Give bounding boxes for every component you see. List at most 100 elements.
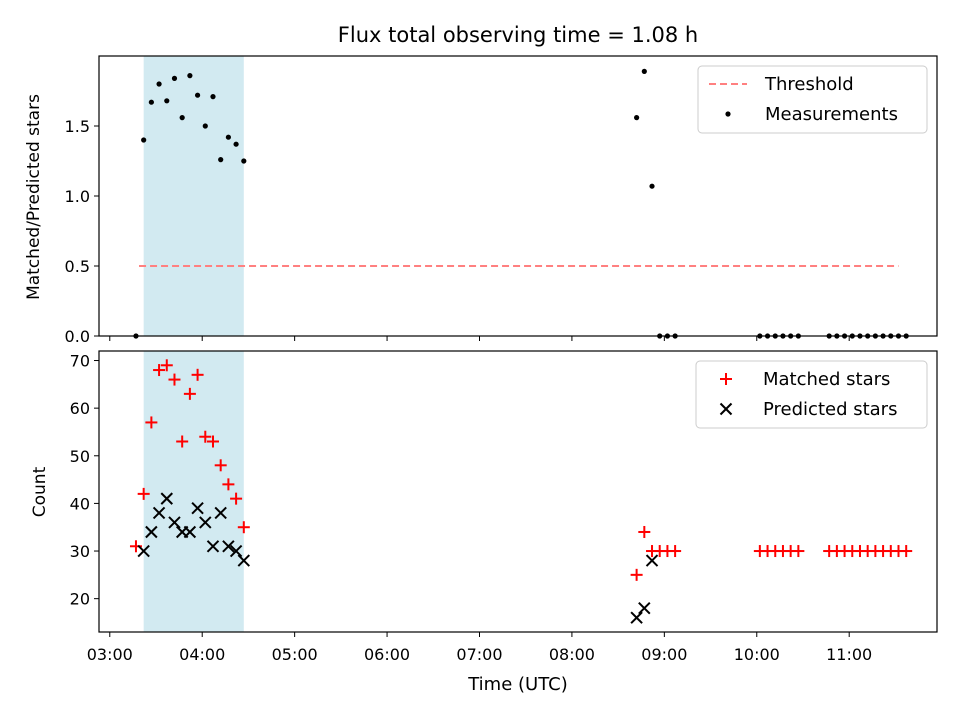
matched-star-point	[214, 459, 227, 472]
y-tick-label: 1.0	[65, 187, 90, 206]
legend-x-marker	[719, 402, 733, 416]
legend-plus-marker	[720, 373, 732, 385]
matched-star-point	[222, 478, 235, 491]
x-tick-label: 10:00	[734, 645, 780, 664]
cross-stroke	[638, 601, 651, 615]
matched-star-point	[638, 525, 651, 538]
legend-matched-label: Matched stars	[763, 369, 890, 390]
cross-stroke	[237, 554, 251, 567]
bottom-plot-frame	[98, 350, 938, 633]
y-tick-label: 0.5	[65, 257, 90, 276]
predicted-star-point	[168, 516, 181, 529]
matched-star-point	[206, 435, 219, 448]
measurement-point	[210, 94, 216, 100]
cross-stroke	[214, 506, 227, 520]
bottom-y-ticks: 20 30 40 50 60 70	[70, 352, 99, 609]
matched-star-point	[191, 368, 204, 381]
legend-threshold-label: Threshold	[764, 74, 854, 95]
measurement-point	[179, 115, 185, 121]
top-y-ticks: 0.0 0.5 1.0 1.5	[65, 117, 99, 346]
predicted-star-point	[229, 544, 243, 558]
cross-stroke	[145, 525, 158, 539]
y-tick-label: 50	[70, 447, 90, 466]
bottom-shaded-interval	[143, 351, 244, 632]
predicted-star-point	[152, 506, 166, 520]
bottom-legend-box	[695, 360, 928, 429]
matched-star-point	[630, 568, 643, 581]
x-axis-label: Time (UTC)	[467, 674, 568, 695]
x-tick-label: 09:00	[641, 645, 687, 664]
cross-stroke	[160, 492, 173, 505]
y-tick-label: 60	[70, 399, 90, 418]
cross-stroke	[183, 525, 197, 539]
y-tick-label: 0.0	[65, 327, 90, 346]
measurement-point	[187, 73, 193, 79]
matched-star-point	[168, 373, 181, 386]
y-tick-label: 20	[70, 590, 90, 609]
legend-predicted-swatch	[719, 402, 733, 416]
matched-star-point	[669, 545, 682, 558]
measurement-point	[194, 92, 201, 98]
matched-star-point	[792, 545, 805, 558]
top-y-axis-label: Matched/Predicted stars	[24, 94, 44, 300]
measurement-point	[141, 137, 147, 143]
y-tick-label: 30	[70, 542, 90, 561]
cross-stroke	[152, 506, 166, 520]
x-tick-label: 08:00	[549, 645, 595, 664]
measurement-point	[233, 141, 239, 147]
cross-stroke	[191, 501, 204, 515]
top-panel: 0.0 0.5 1.0 1.5 Matched/Predicted stars Thr…	[24, 55, 938, 346]
measurement-point	[218, 157, 224, 163]
cross-stroke	[206, 540, 220, 553]
matched-star-point	[230, 492, 243, 505]
matched-star-point	[183, 387, 196, 400]
cross-stroke	[137, 544, 150, 558]
matched-star-point	[160, 359, 173, 372]
cross-stroke	[645, 554, 659, 567]
top-legend-box	[697, 65, 928, 134]
measurement-point	[156, 81, 162, 87]
bottom-y-axis-label: Count	[30, 466, 50, 517]
predicted-star-point	[160, 492, 173, 505]
predicted-star-point	[214, 506, 227, 520]
matched-star-point	[153, 364, 166, 377]
predicted-star-point	[145, 525, 158, 539]
y-tick-label: 70	[70, 352, 90, 371]
matched-star-point	[145, 416, 158, 429]
legend-predicted-label: Predicted stars	[763, 399, 897, 420]
bottom-panel: 20 30 40 50 60 70 03:00 04:00 05:00 06:00 07:00 08…	[30, 350, 938, 695]
cross-stroke	[199, 516, 212, 529]
predicted-star-point	[630, 611, 643, 624]
y-tick-label: 1.5	[65, 117, 90, 136]
x-tick-label: 06:00	[364, 645, 410, 664]
x-tick-label: 07:00	[456, 645, 502, 664]
measurement-point	[649, 183, 655, 189]
matched-star-point	[199, 430, 212, 443]
legend-matched-swatch	[720, 373, 732, 385]
predicted-star-point	[222, 540, 235, 553]
predicted-star-point	[137, 544, 150, 558]
cross-stroke	[719, 402, 733, 416]
measurement-point	[634, 115, 640, 121]
matched-star-point	[176, 435, 189, 448]
measurement-point	[225, 134, 231, 140]
x-tick-label: 03:00	[87, 645, 133, 664]
bottom-legend: Matched stars Predicted stars	[695, 360, 928, 429]
measurement-point	[202, 123, 208, 129]
measurement-point	[641, 68, 647, 74]
top-x-ticks	[109, 336, 850, 341]
measurement-point	[241, 158, 247, 164]
top-shaded-interval	[143, 56, 244, 336]
predicted-star-point	[191, 501, 204, 515]
cross-stroke	[168, 516, 181, 529]
predicted-stars-points	[137, 492, 659, 624]
cross-stroke	[229, 544, 243, 558]
x-tick-label: 05:00	[272, 645, 318, 664]
cross-stroke	[222, 540, 235, 553]
matched-star-point	[137, 487, 150, 500]
measurement-point	[148, 99, 154, 105]
bottom-x-ticks: 03:00 04:00 05:00 06:00 07:00 08:00 09:00 10:00…	[87, 632, 872, 664]
predicted-star-point	[206, 540, 220, 553]
predicted-star-point	[645, 554, 659, 567]
